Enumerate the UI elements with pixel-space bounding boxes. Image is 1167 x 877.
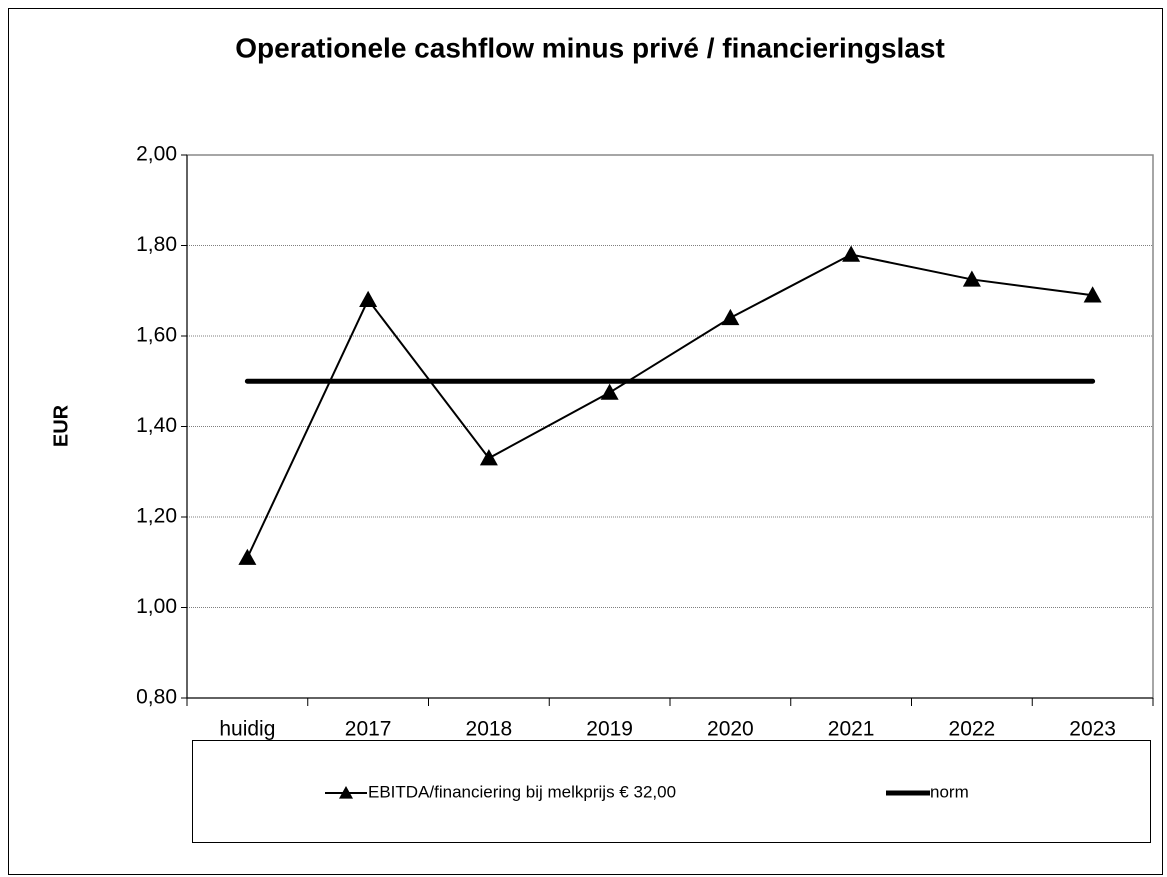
x-tick-label: 2017 xyxy=(345,718,392,741)
x-tick-label: 2020 xyxy=(707,718,754,741)
x-tick-label: 2022 xyxy=(949,718,996,741)
x-tick-label: 2021 xyxy=(828,718,875,741)
x-tick-label: 2019 xyxy=(586,718,633,741)
point-marker xyxy=(479,449,498,466)
y-tick-label: 0,80 xyxy=(136,686,177,709)
y-axis-label: EUR xyxy=(50,404,72,447)
point-marker xyxy=(842,245,861,262)
y-tick-label: 1,20 xyxy=(136,505,177,528)
y-tick-label: 1,40 xyxy=(136,414,177,437)
y-tick-label: 2,00 xyxy=(136,143,177,166)
series-line xyxy=(246,253,1094,559)
legend-box xyxy=(192,740,1151,843)
point-marker xyxy=(721,308,740,326)
point-marker xyxy=(238,548,257,565)
point-marker xyxy=(600,383,619,400)
x-tick-label: huidig xyxy=(219,718,275,741)
y-tick-label: 1,00 xyxy=(136,595,177,618)
point-marker xyxy=(359,290,378,307)
legend-marker xyxy=(339,786,353,799)
y-tick-label: 1,60 xyxy=(136,324,177,347)
chart-title: Operationele cashflow minus privé / fina… xyxy=(235,32,945,63)
x-tick-label: 2018 xyxy=(466,718,513,741)
legend-label: norm xyxy=(930,782,969,801)
point-marker xyxy=(962,270,981,287)
x-tick-label: 2023 xyxy=(1069,718,1116,741)
point-marker xyxy=(1083,286,1102,303)
chart-frame xyxy=(8,8,1163,875)
y-tick-label: 1,80 xyxy=(136,233,177,256)
legend-label: EBITDA/financiering bij melkprijs € 32,0… xyxy=(368,782,676,801)
